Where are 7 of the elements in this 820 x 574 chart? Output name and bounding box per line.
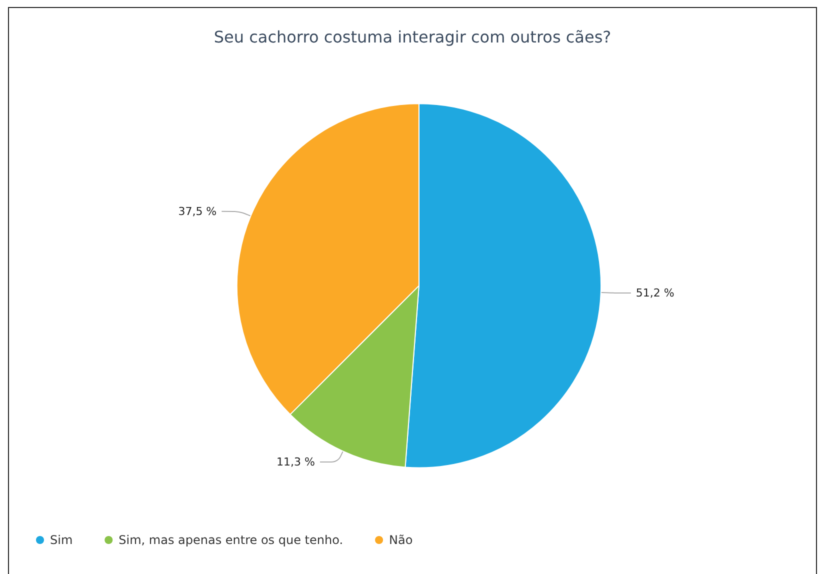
data-label: 11,3 % (276, 456, 315, 469)
legend-label: Não (389, 533, 413, 547)
chart-title: Seu cachorro costuma interagir com outros cães? (214, 28, 612, 46)
legend-label: Sim (50, 533, 73, 547)
data-label: 51,2 % (636, 286, 674, 300)
legend-label: Sim, mas apenas entre os que tenho. (118, 533, 344, 547)
data-label: 37,5 % (178, 204, 217, 218)
